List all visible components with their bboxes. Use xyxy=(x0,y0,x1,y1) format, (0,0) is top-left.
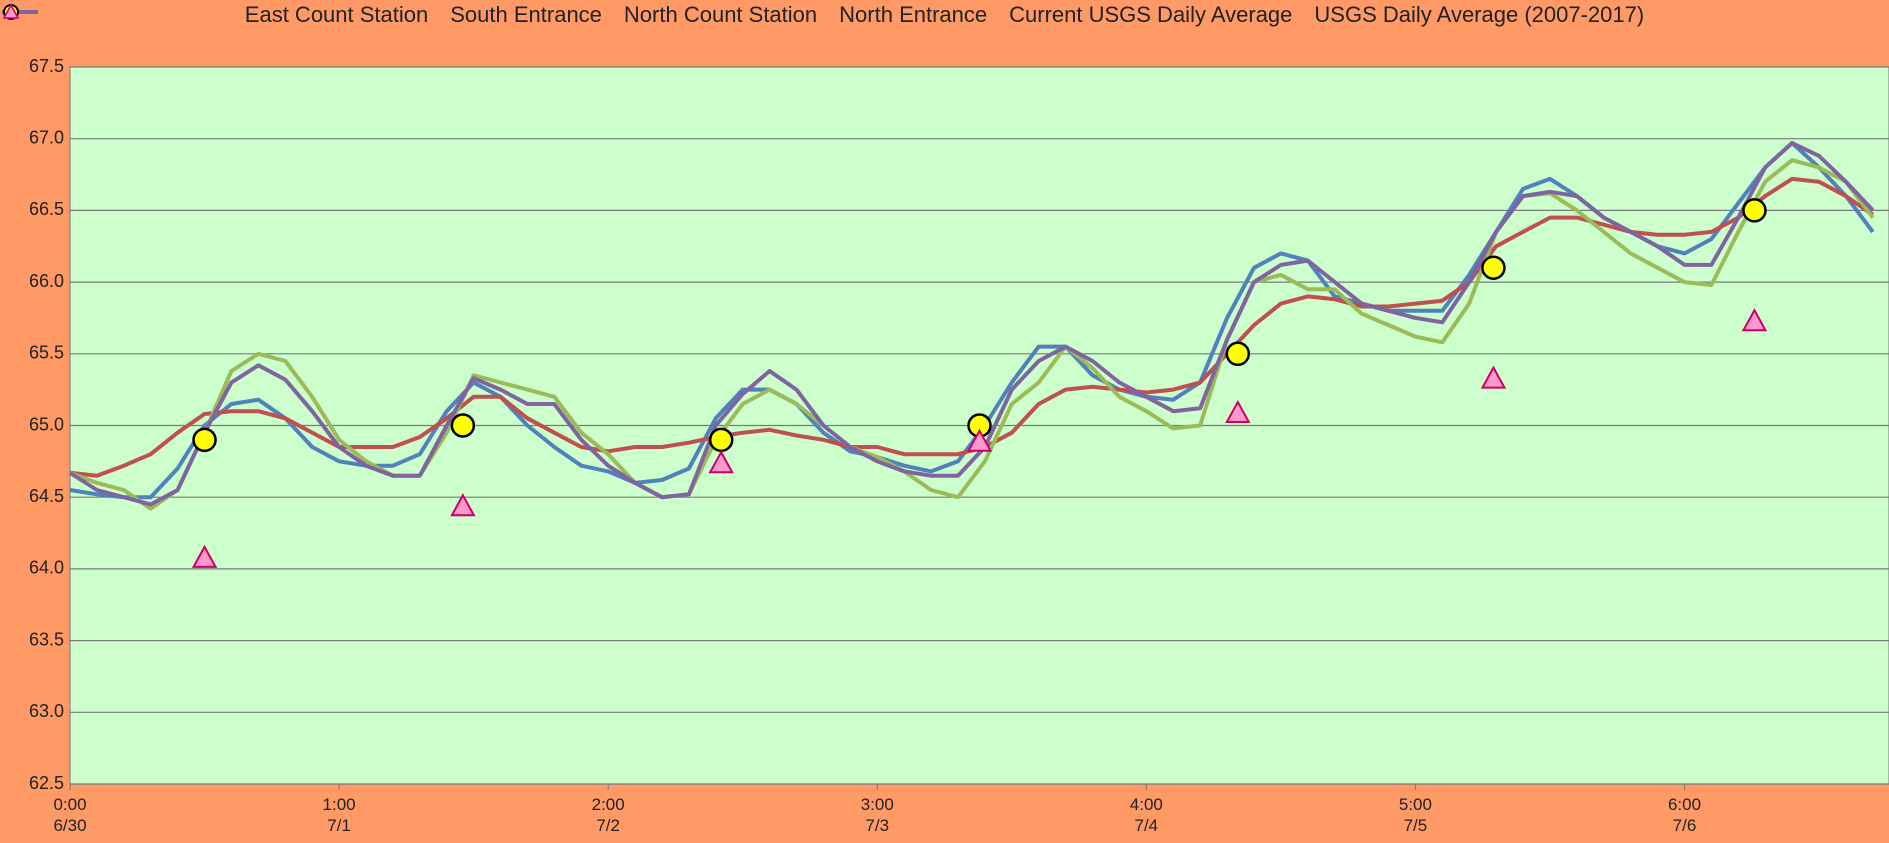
point xyxy=(1481,255,1506,281)
x-tick-label: 0:00 6/30 xyxy=(53,795,87,835)
x-tick-label: 4:00 7/4 xyxy=(1129,795,1163,835)
legend-item: South Entrance xyxy=(2,2,602,28)
y-tick-label: 63.5 xyxy=(29,629,64,649)
legend-label: East Count Station xyxy=(244,2,429,27)
line xyxy=(68,141,1875,507)
y-tick-label: 63.0 xyxy=(29,701,64,721)
x-tick-label: 3:00 7/3 xyxy=(860,795,894,835)
legend-marker xyxy=(2,3,20,19)
legend-icon xyxy=(2,3,20,19)
line xyxy=(69,158,1875,511)
legend-label: Current USGS Daily Average xyxy=(1009,2,1293,27)
x-tick-label: 1:00 7/1 xyxy=(322,795,356,835)
point xyxy=(192,427,217,453)
y-tick-label: 65.5 xyxy=(29,343,64,363)
legend-item: North Entrance xyxy=(2,2,988,28)
y-tick-label: 64.0 xyxy=(29,558,64,578)
legend-item: North Count Station xyxy=(2,2,818,28)
y-tick-label: 62.5 xyxy=(29,773,64,793)
y-tick-label: 67.0 xyxy=(29,127,64,147)
point xyxy=(450,413,476,438)
legend-label: North Entrance xyxy=(839,2,988,27)
legend-label: USGS Daily Average (2007-2017) xyxy=(1314,2,1645,27)
y-tick-label: 64.5 xyxy=(29,486,64,506)
point xyxy=(708,450,734,474)
y-tick-label: 65.0 xyxy=(29,414,64,434)
y-tick-label: 67.5 xyxy=(29,56,64,76)
point xyxy=(1225,341,1251,367)
legend: East Count Station South Entrance North Co… xyxy=(0,2,1889,28)
point xyxy=(1742,198,1767,223)
y-tick-label: 66.5 xyxy=(29,199,64,219)
y-tick-label: 66.0 xyxy=(29,271,64,291)
legend-label: North Count Station xyxy=(623,2,818,27)
point xyxy=(708,427,734,453)
x-tick-label: 6:00 7/6 xyxy=(1667,795,1702,835)
point xyxy=(966,428,993,452)
point xyxy=(450,493,476,517)
x-tick-label: 5:00 7/5 xyxy=(1398,795,1432,835)
legend-item: Current USGS Daily Average xyxy=(3,2,1293,28)
point xyxy=(1741,308,1768,332)
legend-item: East Count Station xyxy=(2,2,429,28)
legend-label: South Entrance xyxy=(450,2,602,27)
legend-item: USGS Daily Average (2007-2017) xyxy=(2,2,1645,28)
point xyxy=(191,544,218,568)
point xyxy=(1480,365,1507,389)
x-tick-label: 2:00 7/2 xyxy=(591,795,625,835)
point xyxy=(1225,399,1251,424)
